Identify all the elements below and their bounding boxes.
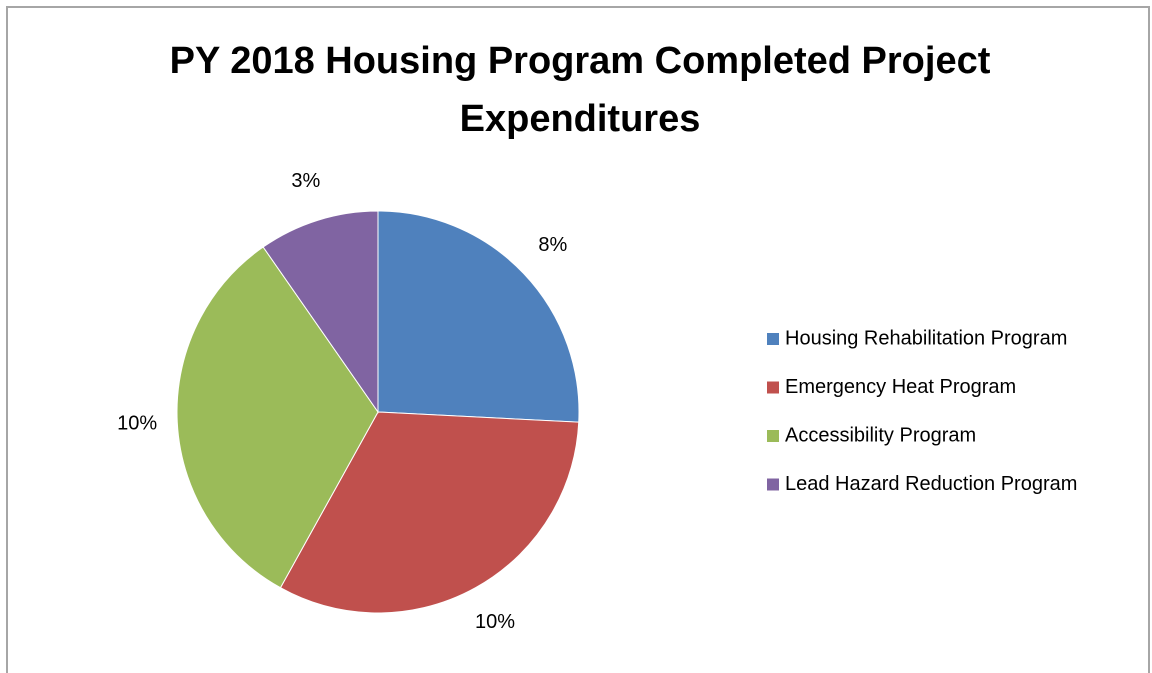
legend-label: Lead Hazard Reduction Program (785, 473, 1077, 495)
data-label: 8% (538, 234, 567, 256)
legend-swatch (767, 478, 779, 491)
legend-label: Emergency Heat Program (785, 376, 1016, 398)
chart-frame (6, 6, 1150, 673)
data-label: 3% (291, 170, 320, 192)
pie-slice (262, 210, 379, 414)
pie-slice (279, 411, 580, 614)
legend-swatch (767, 333, 779, 345)
pie-slice (176, 246, 379, 589)
legend-swatch (767, 381, 779, 394)
legend-label: Housing Rehabilitation Program (785, 327, 1067, 349)
data-label: 10% (117, 412, 157, 434)
data-label: 10% (475, 611, 515, 633)
legend-swatch (767, 430, 779, 442)
chart-title: PY 2018 Housing Program Completed Projec… (169, 40, 991, 140)
legend-label: Accessibility Program (785, 424, 976, 446)
pie-slice (377, 210, 580, 423)
